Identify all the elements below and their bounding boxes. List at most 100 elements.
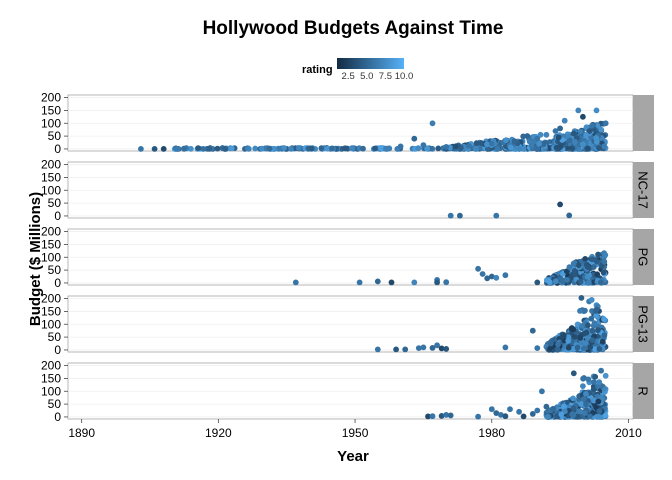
data-point [484, 141, 490, 148]
data-point [473, 140, 480, 147]
data-point [565, 344, 572, 351]
data-point [558, 411, 565, 418]
legend-tick-label: 5.0 [360, 71, 373, 82]
data-point [195, 145, 202, 152]
chart-title: Hollywood Budgets Against Time [203, 18, 504, 39]
data-point [493, 274, 500, 281]
legend: rating 2.5 5.0 7.5 10.0 [302, 58, 413, 82]
data-point [288, 145, 294, 152]
data-point [411, 135, 418, 142]
data-point [534, 279, 541, 286]
data-point [160, 146, 167, 152]
data-point [589, 337, 596, 343]
data-point [434, 279, 440, 286]
data-point [425, 413, 431, 420]
data-point [566, 264, 573, 271]
data-point [434, 342, 440, 349]
data-point [374, 346, 381, 353]
dense-points [171, 120, 609, 152]
data-point [438, 345, 445, 352]
data-point [415, 345, 422, 351]
data-point [587, 344, 594, 350]
data-point [570, 326, 577, 333]
data-point [222, 146, 229, 152]
y-tick-label: 100 [41, 317, 61, 331]
data-point [502, 272, 509, 279]
y-tick-label: 150 [41, 170, 61, 184]
data-point [488, 140, 495, 147]
data-point [588, 315, 595, 322]
data-point [584, 335, 591, 341]
data-point [138, 146, 144, 152]
data-point [520, 146, 527, 152]
data-point [536, 141, 542, 147]
data-point [488, 406, 495, 413]
data-point [174, 146, 181, 152]
data-point [200, 146, 207, 152]
data-point [586, 128, 593, 135]
data-point [595, 398, 602, 405]
data-point [555, 134, 562, 141]
data-point [529, 327, 536, 334]
data-point [593, 306, 600, 313]
data-point [543, 131, 550, 138]
data-point [578, 401, 584, 407]
y-tick-label: 50 [48, 129, 62, 143]
data-point [555, 341, 561, 348]
data-point [589, 327, 596, 334]
data-point [602, 120, 609, 127]
y-tick-label: 100 [41, 384, 61, 398]
data-point [516, 408, 522, 415]
data-point [554, 346, 561, 353]
data-point [601, 143, 608, 150]
data-point [585, 279, 592, 286]
data-point [593, 258, 600, 265]
data-point [349, 145, 356, 152]
data-point [590, 386, 597, 392]
data-point [575, 107, 582, 114]
y-tick-label: 200 [41, 225, 61, 239]
data-point [582, 340, 588, 346]
data-point [585, 322, 591, 329]
data-point [151, 146, 158, 152]
data-point [591, 379, 597, 385]
data-point [275, 145, 282, 152]
data-point [557, 125, 563, 132]
data-point [582, 307, 588, 314]
data-point [588, 297, 595, 303]
data-point [360, 145, 366, 152]
dense-points [543, 373, 609, 420]
data-point [252, 145, 259, 152]
data-point [420, 344, 427, 351]
data-point [457, 212, 463, 219]
data-point [553, 144, 560, 151]
data-point [479, 271, 486, 277]
data-point [520, 413, 527, 420]
data-point [548, 344, 554, 351]
data-point [590, 264, 597, 270]
facet-strip-label: NC-17 [636, 171, 651, 209]
y-tick-label: 0 [54, 276, 61, 290]
y-tick-label: 50 [48, 397, 62, 411]
data-point [493, 410, 500, 416]
legend-tick-label: 7.5 [379, 71, 392, 82]
data-point [507, 406, 513, 413]
data-point [443, 346, 450, 352]
legend-tick-label: 10.0 [395, 71, 414, 82]
data-point [569, 145, 576, 152]
data-point [388, 279, 395, 286]
data-point [583, 329, 590, 336]
data-point [411, 279, 418, 286]
y-tick-label: 50 [48, 263, 62, 277]
x-tick-label: 1980 [478, 426, 505, 440]
data-point [550, 405, 556, 412]
data-point [342, 145, 348, 152]
data-point [559, 277, 566, 283]
data-point [561, 403, 567, 410]
y-tick-label: 150 [41, 371, 61, 385]
data-point [452, 143, 459, 150]
data-point [596, 413, 603, 420]
data-point [329, 145, 335, 152]
data-point [582, 256, 589, 262]
data-point [580, 375, 586, 382]
